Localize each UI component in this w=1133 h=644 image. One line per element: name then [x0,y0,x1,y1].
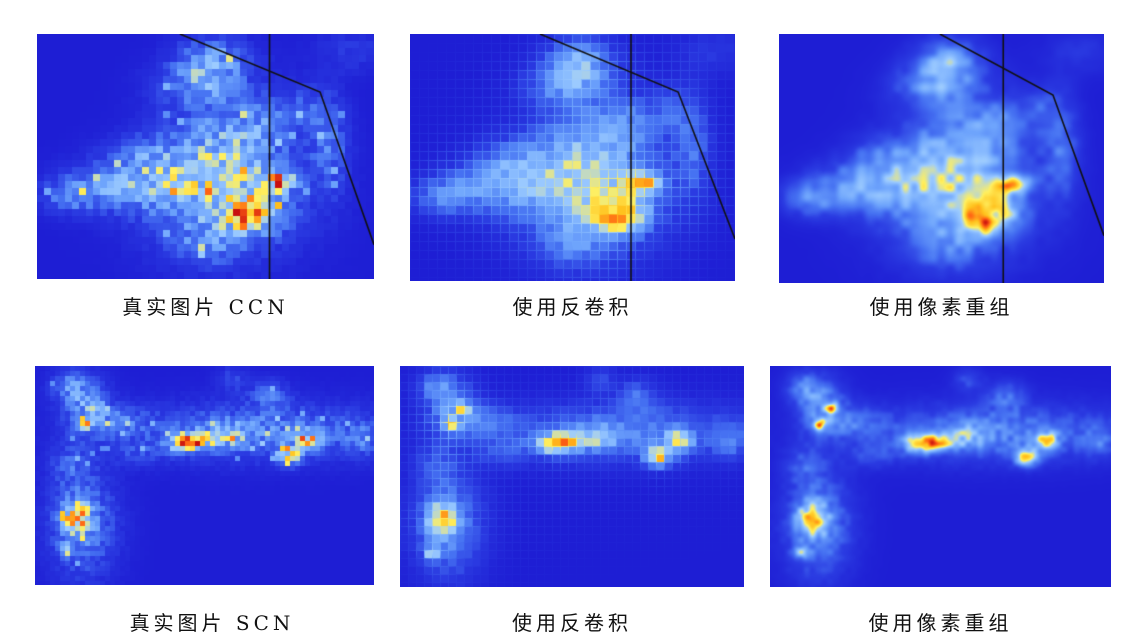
panel-ccn-ground-truth [37,34,374,279]
panel-scn-pixel-shuffle [770,366,1111,587]
caption-scn-pixel-shuffle: 使用像素重组 [868,611,1013,635]
density-map-scn-pixel-shuffle [770,366,1111,587]
density-map-scn-ground-truth [35,366,374,585]
panel-ccn-pixel-shuffle [779,34,1104,283]
density-map-ccn-deconvolution [410,34,735,281]
caption-ccn-deconvolution: 使用反卷积 [512,295,633,319]
caption-ccn-ground-truth: 真实图片 CCN [122,295,289,319]
caption-scn-ground-truth: 真实图片 SCN [129,611,295,635]
density-map-scn-deconvolution [400,366,744,587]
panel-scn-ground-truth [35,366,374,585]
panel-ccn-deconvolution [410,34,735,281]
panel-scn-deconvolution [400,366,744,587]
caption-ccn-pixel-shuffle: 使用像素重组 [869,295,1014,319]
density-map-ccn-ground-truth [37,34,374,279]
density-map-ccn-pixel-shuffle [779,34,1104,283]
caption-scn-deconvolution: 使用反卷积 [512,611,632,635]
